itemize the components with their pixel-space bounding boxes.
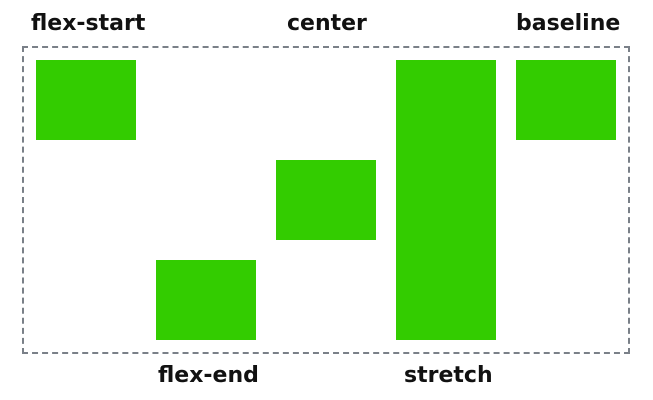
box-stretch xyxy=(396,60,496,340)
label-center: center xyxy=(287,11,367,36)
flex-container xyxy=(22,46,630,354)
box-baseline xyxy=(516,60,616,140)
label-baseline: baseline xyxy=(516,11,621,36)
box-center xyxy=(276,160,376,240)
label-flex-end: flex-end xyxy=(158,363,259,388)
box-flex-end xyxy=(156,260,256,340)
label-flex-start: flex-start xyxy=(31,11,146,36)
label-stretch: stretch xyxy=(404,363,493,388)
box-flex-start xyxy=(36,60,136,140)
